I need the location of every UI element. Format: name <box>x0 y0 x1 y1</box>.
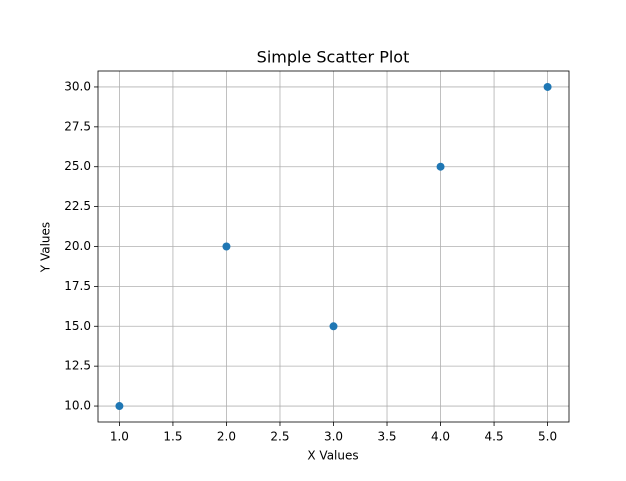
x-tick-label: 5.0 <box>538 430 557 444</box>
x-tick-label: 4.0 <box>431 430 450 444</box>
y-tick-label: 12.5 <box>64 359 91 373</box>
y-tick-label: 30.0 <box>64 79 91 93</box>
x-tick-label: 1.5 <box>163 430 182 444</box>
x-axis-label: X Values <box>307 449 358 463</box>
chart-title: Simple Scatter Plot <box>257 48 410 67</box>
y-tick-label: 22.5 <box>64 199 91 213</box>
y-tick-label: 17.5 <box>64 279 91 293</box>
y-axis-label: Y Values <box>39 222 53 273</box>
y-tick-label: 25.0 <box>64 159 91 173</box>
point <box>329 322 338 331</box>
y-tick-label: 15.0 <box>64 319 91 333</box>
y-tick-label: 20.0 <box>64 239 91 253</box>
x-tick-label: 2.5 <box>270 430 289 444</box>
point <box>543 82 552 91</box>
x-tick-label: 2.0 <box>217 430 236 444</box>
point <box>115 402 124 411</box>
point <box>436 162 445 171</box>
y-tick-label: 10.0 <box>64 399 91 413</box>
point <box>222 242 231 251</box>
x-tick-label: 3.0 <box>324 430 343 444</box>
x-tick-label: 1.0 <box>110 430 129 444</box>
x-tick-label: 3.5 <box>377 430 396 444</box>
x-tick-label: 4.5 <box>485 430 504 444</box>
y-tick-label: 27.5 <box>64 119 91 133</box>
plot-frame <box>97 70 570 423</box>
